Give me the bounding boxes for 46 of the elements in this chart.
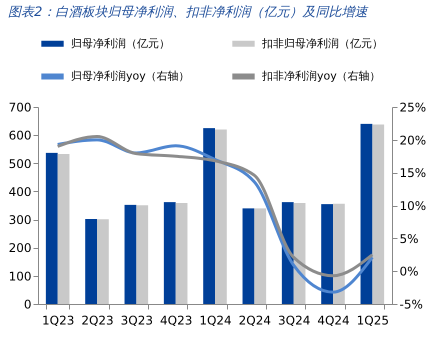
legend-label: 扣非归母净利润（亿元） xyxy=(261,36,383,50)
chart-title: 图表2：白酒板块归母净利润、扣非净利润（亿元）及同比增速 xyxy=(8,5,368,20)
y-tick-label: 400 xyxy=(8,184,32,199)
x-tick-label: 3Q24 xyxy=(278,314,310,328)
bar xyxy=(58,154,70,304)
bar xyxy=(242,208,254,304)
y2-tick-label: -5% xyxy=(400,298,423,312)
y-tick-label: 300 xyxy=(8,213,32,228)
bar xyxy=(360,124,372,304)
bar xyxy=(254,208,266,304)
x-tick-label: 3Q23 xyxy=(120,314,154,328)
bar xyxy=(97,219,109,304)
bar xyxy=(85,219,97,304)
x-tick-label: 2Q24 xyxy=(238,314,272,328)
x-tick-label: 1Q23 xyxy=(42,314,74,328)
x-tick-label: 1Q24 xyxy=(199,314,232,328)
bar xyxy=(176,202,188,304)
bar xyxy=(136,205,148,304)
y-tick-label: 200 xyxy=(8,241,32,256)
y-tick-label: 700 xyxy=(8,100,32,114)
bar xyxy=(203,128,215,304)
y2-tick-label: 0% xyxy=(400,264,419,279)
y2-tick-label: 10% xyxy=(400,199,426,213)
y-tick-label: 100 xyxy=(8,269,32,284)
bar xyxy=(372,124,384,304)
y2-tick-label: 20% xyxy=(400,133,426,148)
y2-tick-label: 25% xyxy=(400,100,426,114)
legend-label: 归母净利润（亿元） xyxy=(71,36,170,50)
bar xyxy=(333,204,345,304)
y2-tick-label: 5% xyxy=(400,232,419,246)
bar xyxy=(164,202,176,304)
x-tick-label: 1Q25 xyxy=(356,314,390,328)
y-tick-label: 600 xyxy=(8,128,32,143)
y-tick-label: 0 xyxy=(24,298,32,312)
bar xyxy=(215,130,227,304)
x-tick-label: 2Q23 xyxy=(81,314,114,328)
legend-label: 归母净利润yoy（右轴） xyxy=(71,70,190,82)
x-tick-label: 4Q23 xyxy=(160,314,192,328)
bar xyxy=(124,204,136,304)
y-tick-label: 500 xyxy=(8,156,32,171)
bar xyxy=(46,152,58,304)
bar xyxy=(294,202,306,304)
bar xyxy=(321,204,333,304)
x-tick-label: 4Q24 xyxy=(317,314,350,328)
y2-tick-label: 15% xyxy=(400,166,426,180)
legend-label: 扣非净利润yoy（右轴） xyxy=(261,70,381,82)
